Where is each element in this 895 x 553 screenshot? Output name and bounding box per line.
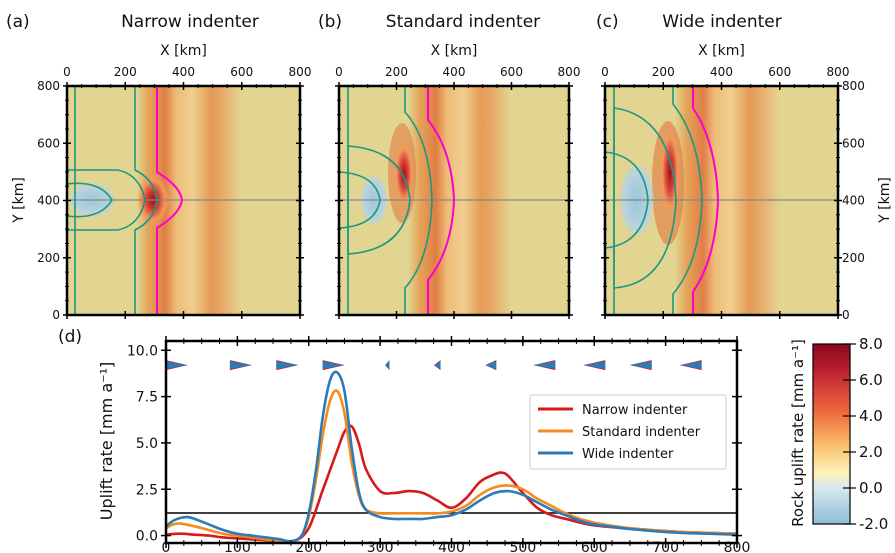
x-tick-label: 0 [63,65,71,79]
velocity-arrow [485,360,497,371]
map-panel-narrow: (a) Narrow indenter [6,12,302,317]
colorbar-tick-label: 6.0 [859,371,883,389]
plate-boundary [692,86,720,315]
colorbar-tick-label: 4.0 [859,407,883,425]
y-tick-label: 200 [842,251,865,265]
plate-boundary [427,86,456,315]
x-tick-label: 800 [289,65,312,79]
y-tick-label: 5.0 [136,436,158,452]
colorbar-tick-label: 8.0 [859,335,883,353]
x-tick-label: 600 [768,65,791,79]
y-tick-label: 800 [37,79,60,93]
colorbar-scale [812,343,851,525]
panel-letter: (d) [58,327,82,347]
colorbar-tick-label: 0.0 [859,479,883,497]
y-tick-label: 7.5 [136,390,158,406]
x-tick-label: 0 [601,65,609,79]
colorbar-tick-label: 2.0 [859,443,883,461]
uplift-maximum [394,140,414,208]
indenter-contours [66,86,158,315]
y-tick-label: 400 [842,194,865,208]
velocity-arrows [165,360,702,371]
colorbar: 8.0 6.0 4.0 2.0 0.0 -2.0 Rock uplift rate [mm… [789,335,888,533]
y-tick-label: 0.0 [136,529,158,545]
velocity-arrow [229,360,252,371]
x-axis-label: X [km] [431,43,478,59]
profile-panel: (d) Uplift rate [mm a⁻¹] 010020030040050… [58,327,750,553]
legend-label: Standard indenter [582,425,701,440]
plate-boundary [156,86,184,315]
x-tick-label: 600 [500,65,523,79]
x-axis-label: X [km] [698,43,745,59]
panel-title: Standard indenter [386,12,540,32]
velocity-arrow [629,360,652,371]
y-tick-label: 10.0 [127,343,158,359]
y-axis-label: Uplift rate [mm a⁻¹] [97,362,116,520]
legend-item-wide: Wide indenter [538,447,674,462]
velocity-arrow [433,360,441,371]
y-axis-label: Y [km] [877,177,893,224]
velocity-arrow [533,360,556,371]
legend-label: Narrow indenter [582,403,688,418]
legend-item-narrow: Narrow indenter [538,403,688,418]
y-tick-label: 600 [37,136,60,150]
indenter-contours [604,86,703,315]
y-tick-label: 0 [52,308,60,322]
uplift-maximum [660,126,680,218]
legend-item-standard: Standard indenter [538,425,701,440]
y-tick-label: 2.5 [136,482,158,498]
panel-letter: (b) [318,12,342,32]
panel-letter: (c) [596,12,619,32]
velocity-arrow [385,360,390,371]
standard-indenter-line [165,389,738,545]
y-axis-label: Y [km] [11,177,27,224]
legend: Narrow indenter Standard indenter Wide i… [529,394,727,470]
plot-frame [164,339,739,545]
velocity-arrow [322,360,345,371]
panel-letter: (a) [6,12,30,32]
narrow-indenter-line [165,424,738,544]
y-tick-label: 0 [842,308,850,322]
legend-label: Wide indenter [582,447,674,462]
wide-indenter-line [165,370,738,543]
colorbar-label: Rock uplift rate [mm a⁻¹] [789,339,807,527]
velocity-arrow [679,360,702,371]
x-tick-label: 600 [230,65,253,79]
panel-title: Wide indenter [662,12,781,32]
x-tick-label: 800 [558,65,581,79]
x-axis-label: X [km] [160,43,207,59]
velocity-arrow [583,360,606,371]
profile-lines [165,370,738,545]
x-tick-label: 200 [114,65,137,79]
x-tick-label: 800 [827,65,850,79]
x-tick-label: 400 [443,65,466,79]
velocity-arrow [276,360,299,371]
velocity-arrow [165,360,188,371]
y-tick-label: 400 [37,194,60,208]
indenter-contours [338,86,433,315]
x-tick-label: 400 [172,65,195,79]
map-panel-standard: (b) Standard indenter [318,12,571,317]
panel-title: Narrow indenter [121,12,259,32]
x-tick-label: 400 [710,65,733,79]
colorbar-tick-label: -2.0 [859,515,888,533]
x-tick-label: 0 [335,65,343,79]
x-tick-label: 200 [385,65,408,79]
x-tick-label: 200 [652,65,675,79]
y-tick-label: 200 [37,251,60,265]
y-tick-label: 600 [842,136,865,150]
y-tick-label: 800 [842,79,865,93]
